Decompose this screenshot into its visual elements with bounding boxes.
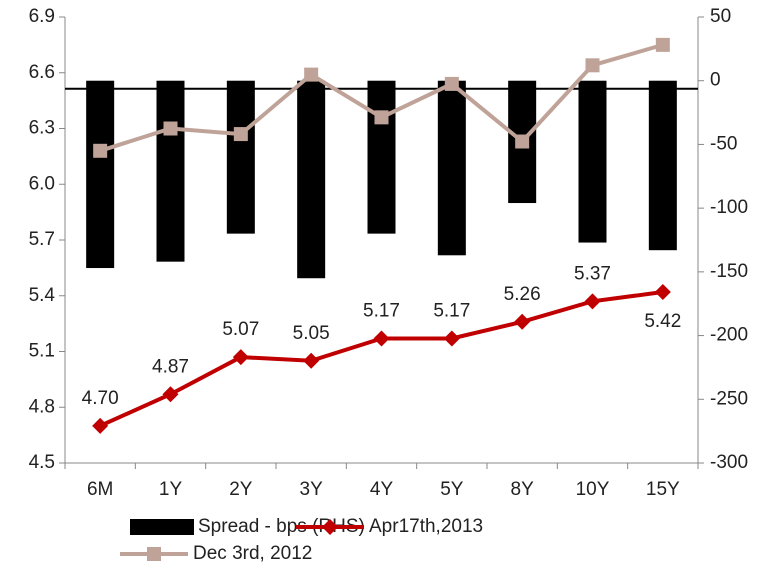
bar xyxy=(367,80,396,234)
bar xyxy=(437,80,466,256)
line-marker xyxy=(233,127,248,142)
line-marker xyxy=(232,349,249,366)
x-tick-label: 4Y xyxy=(370,479,394,500)
legend-swatch xyxy=(130,519,194,535)
y-tick-label: 6.6 xyxy=(29,62,55,83)
y2-tick-label: 50 xyxy=(710,6,731,27)
legend-marker xyxy=(147,547,161,561)
y2-tick-label: 0 xyxy=(710,70,721,91)
y2-tick-label: -100 xyxy=(710,197,748,218)
data-label: 5.05 xyxy=(293,323,330,344)
x-tick-label: 5Y xyxy=(440,479,464,500)
line-marker xyxy=(514,313,531,330)
data-label: 5.17 xyxy=(433,301,470,322)
line-marker xyxy=(93,143,108,158)
line-marker xyxy=(585,58,600,73)
line-marker xyxy=(444,76,459,91)
line-marker xyxy=(92,417,109,434)
line-marker xyxy=(443,330,460,347)
x-tick-label: 3Y xyxy=(300,479,324,500)
data-label: 4.87 xyxy=(152,356,189,377)
line-marker xyxy=(374,110,389,125)
data-label: 5.42 xyxy=(644,311,681,332)
line-marker xyxy=(304,67,319,82)
line-marker xyxy=(655,37,670,52)
y-tick-label: 6.0 xyxy=(29,173,55,194)
x-tick-label: 15Y xyxy=(646,479,680,500)
bar xyxy=(86,80,115,269)
legend-label: Dec 3rd, 2012 xyxy=(193,543,312,564)
x-tick-label: 2Y xyxy=(229,479,253,500)
x-tick-label: 8Y xyxy=(511,479,535,500)
x-tick-label: 10Y xyxy=(576,479,610,500)
y2-tick-label: -250 xyxy=(710,388,748,409)
y2-tick-label: -300 xyxy=(710,452,748,473)
x-tick-label: 1Y xyxy=(159,479,183,500)
line-marker xyxy=(303,352,320,369)
legend-label: Apr17th,2013 xyxy=(369,516,483,537)
data-label: 5.26 xyxy=(504,284,541,305)
y-tick-label: 5.1 xyxy=(29,341,55,362)
y-tick-label: 5.7 xyxy=(29,229,55,250)
bar xyxy=(226,80,255,234)
line-marker xyxy=(654,284,671,301)
legend-marker xyxy=(322,519,338,535)
y-tick-label: 4.5 xyxy=(29,452,55,473)
data-label: 5.37 xyxy=(574,263,611,284)
line-marker xyxy=(163,121,178,136)
bar xyxy=(578,80,607,243)
line-marker xyxy=(515,134,530,149)
y-tick-label: 4.8 xyxy=(29,396,55,417)
bar xyxy=(297,80,326,279)
data-label: 5.07 xyxy=(222,319,259,340)
line-marker xyxy=(584,293,601,310)
x-tick-label: 6M xyxy=(87,479,113,500)
bar xyxy=(156,80,185,262)
line-marker xyxy=(162,386,179,403)
y2-tick-label: -200 xyxy=(710,325,748,346)
data-label: 5.17 xyxy=(363,301,400,322)
y-tick-label: 6.3 xyxy=(29,118,55,139)
y-tick-label: 5.4 xyxy=(29,285,56,306)
bar xyxy=(648,80,677,251)
data-label: 4.70 xyxy=(82,388,119,409)
y2-tick-label: -50 xyxy=(710,133,737,154)
line-marker xyxy=(373,330,390,347)
y-tick-label: 6.9 xyxy=(29,6,55,27)
y2-tick-label: -150 xyxy=(710,261,748,282)
legend-label: Spread - bps (RHS) xyxy=(198,516,365,537)
